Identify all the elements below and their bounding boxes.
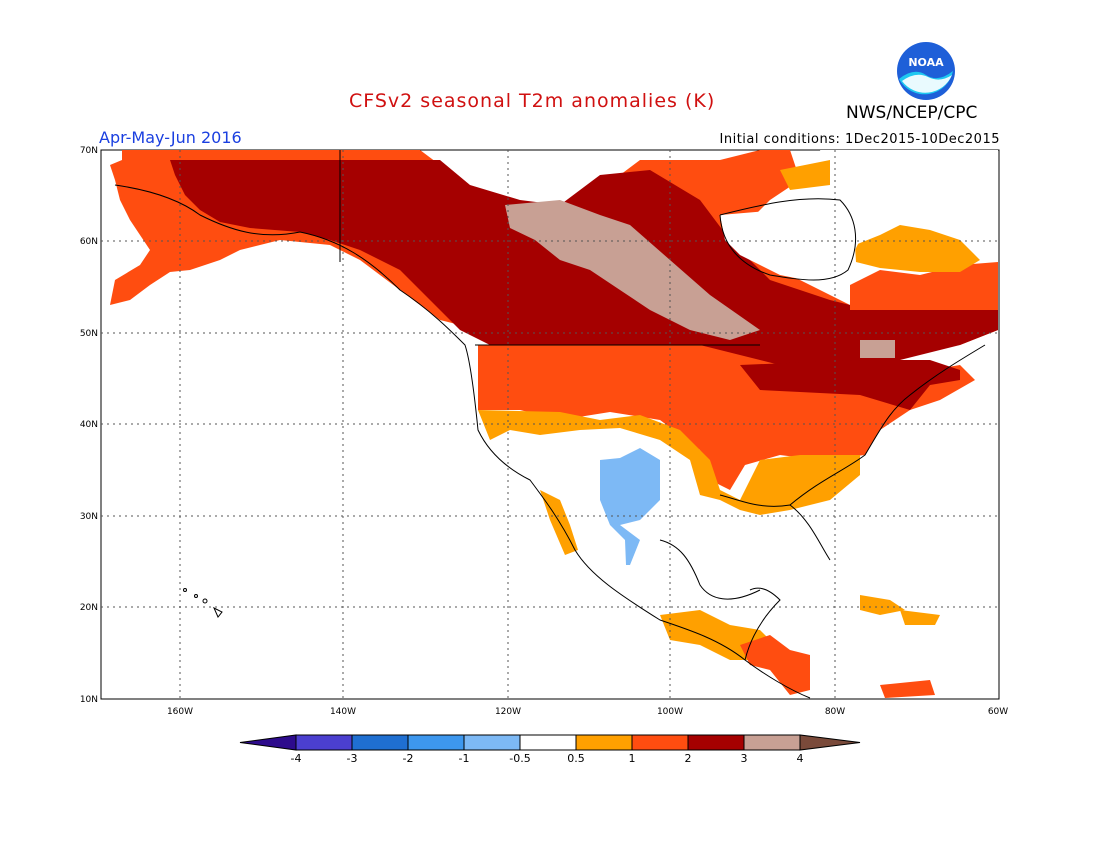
anomaly-fill bbox=[110, 150, 998, 698]
lat-label: 20N bbox=[80, 603, 98, 613]
colorbar-swatch bbox=[575, 734, 633, 751]
colorbar-tick-label: -4 bbox=[291, 752, 302, 765]
colorbar-tick-label: -1 bbox=[459, 752, 470, 765]
colorbar bbox=[239, 734, 861, 751]
colorbar-tick-label: -0.5 bbox=[509, 752, 530, 765]
lon-label: 160W bbox=[167, 707, 193, 717]
colorbar-swatch bbox=[519, 734, 577, 751]
lon-label: 60W bbox=[988, 707, 1008, 717]
colorbar-swatch bbox=[351, 734, 409, 751]
colorbar-tick-label: 3 bbox=[741, 752, 748, 765]
colorbar-swatch bbox=[631, 734, 689, 751]
lat-label: 40N bbox=[80, 420, 98, 430]
noaa-logo: NOAA bbox=[897, 42, 955, 100]
lat-label: 50N bbox=[80, 329, 98, 339]
colorbar-tick-label: -2 bbox=[403, 752, 414, 765]
colorbar-tick-label: 4 bbox=[797, 752, 804, 765]
lat-label: 30N bbox=[80, 512, 98, 522]
colorbar-swatch bbox=[407, 734, 465, 751]
lon-label: 120W bbox=[495, 707, 521, 717]
noaa-logo-text: NOAA bbox=[908, 56, 944, 69]
map-title: CFSv2 seasonal T2m anomalies (K) bbox=[349, 90, 716, 112]
colorbar-min-arrow bbox=[239, 734, 297, 751]
season-label: Apr-May-Jun 2016 bbox=[99, 128, 242, 147]
colorbar-tick-label: 0.5 bbox=[567, 752, 585, 765]
colorbar-tick-label: -3 bbox=[347, 752, 358, 765]
colorbar-swatch bbox=[295, 734, 353, 751]
colorbar-tick-label: 1 bbox=[629, 752, 636, 765]
map-gridlines bbox=[101, 150, 999, 699]
colorbar-swatch bbox=[463, 734, 521, 751]
lon-label: 80W bbox=[825, 707, 845, 717]
hawaii-islands bbox=[183, 588, 223, 618]
colorbar-swatch bbox=[743, 734, 801, 751]
agency-label: NWS/NCEP/CPC bbox=[846, 103, 978, 123]
colorbar-swatch bbox=[687, 734, 745, 751]
colorbar-labels: -4 -3 -2 -1 -0.5 0.5 1 2 3 4 bbox=[291, 752, 804, 765]
lon-label: 140W bbox=[330, 707, 356, 717]
lat-label: 60N bbox=[80, 237, 98, 247]
lat-label: 70N bbox=[80, 146, 98, 156]
lat-label: 10N bbox=[80, 695, 98, 705]
lon-label: 100W bbox=[657, 707, 683, 717]
colorbar-max-arrow bbox=[799, 734, 861, 751]
colorbar-tick-label: 2 bbox=[685, 752, 692, 765]
coastlines bbox=[114, 150, 986, 699]
initial-conditions-label: Initial conditions: 1Dec2015-10Dec2015 bbox=[719, 132, 1000, 147]
